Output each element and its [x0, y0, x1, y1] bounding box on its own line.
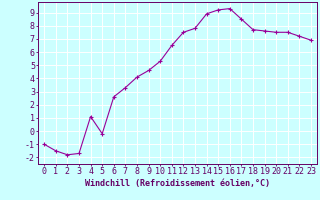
X-axis label: Windchill (Refroidissement éolien,°C): Windchill (Refroidissement éolien,°C): [85, 179, 270, 188]
